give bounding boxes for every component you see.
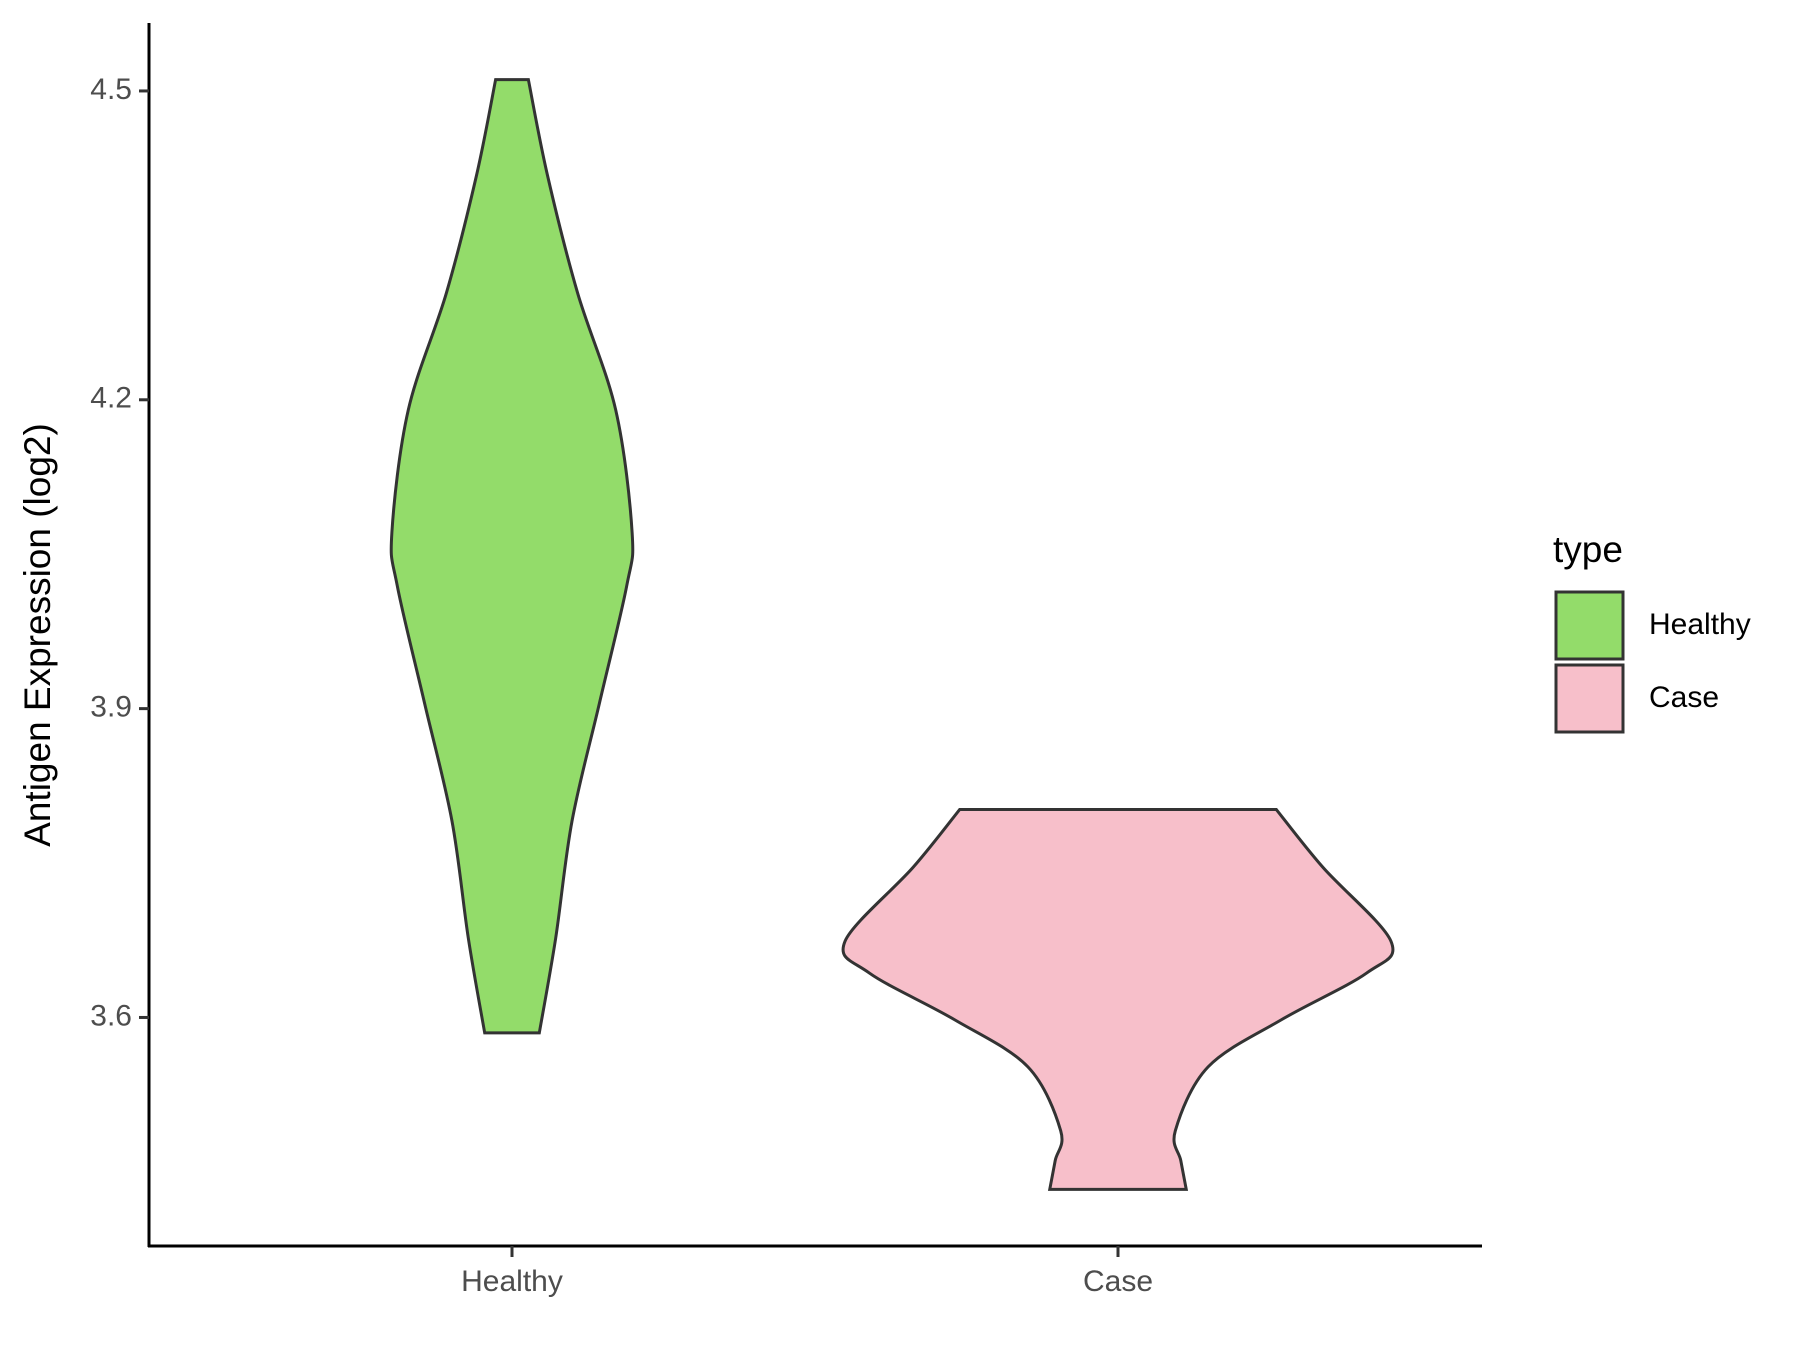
- y-tick-label: 3.9: [90, 691, 132, 724]
- y-tick-label: 3.6: [90, 999, 132, 1032]
- y-tick-label: 4.2: [90, 382, 132, 415]
- violin: [389, 78, 635, 1035]
- legend-key: [1554, 663, 1625, 734]
- legend-title: type: [1553, 529, 1623, 570]
- legend-label: Healthy: [1649, 608, 1751, 641]
- legend-key: [1554, 590, 1625, 661]
- violin: [841, 808, 1395, 1191]
- x-tick-label: Case: [1083, 1265, 1153, 1298]
- x-tick-label: Healthy: [461, 1265, 563, 1298]
- y-axis-title: Antigen Expression (log2): [17, 423, 58, 847]
- legend-label: Case: [1649, 681, 1719, 714]
- y-tick-label: 4.5: [90, 73, 132, 106]
